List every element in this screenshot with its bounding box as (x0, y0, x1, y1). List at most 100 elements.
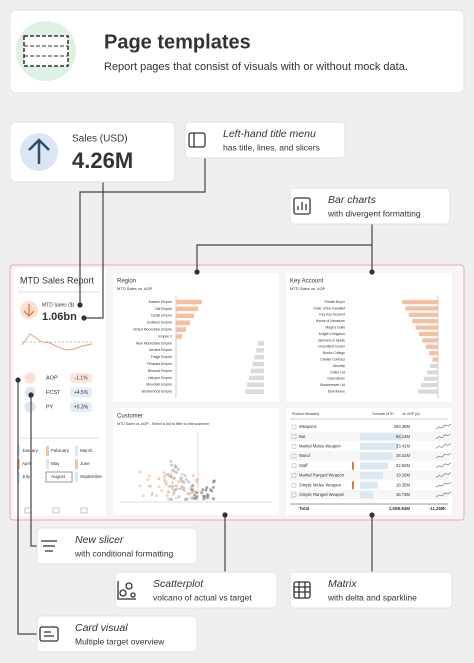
bar (405, 306, 438, 311)
callout-icon (188, 132, 206, 148)
callout-title: New slicer (75, 534, 124, 546)
bar (258, 341, 264, 346)
value-bar (360, 481, 378, 489)
bar-label: Brotherhood Empire (142, 390, 172, 394)
connector-dot (369, 269, 375, 275)
scatter-dot (141, 494, 145, 498)
scatter-dot (183, 474, 187, 477)
scatter-dot (190, 488, 194, 492)
scatter-dot (157, 477, 161, 481)
target-badge (70, 373, 92, 383)
scatter-dot (190, 496, 193, 500)
visual-title: Region (117, 279, 136, 285)
bar-label: Castle Empire (151, 314, 172, 318)
scatter-dot (147, 474, 151, 478)
callout-card (289, 187, 451, 225)
scatter-dot (162, 475, 166, 479)
scatter-dot (171, 484, 175, 488)
scatter-dot (180, 485, 184, 489)
callout-card (114, 571, 278, 609)
bar-label: Mage's Guild (325, 325, 345, 329)
nav-icon (52, 507, 60, 514)
bar-label: Bedrock Empire (148, 369, 172, 373)
callout-icon (293, 197, 311, 215)
matrix-row-value: 94.13M (396, 434, 410, 439)
bar (176, 327, 186, 332)
scatter-dot (175, 471, 178, 474)
scatter-dot (181, 487, 185, 491)
scatter-dot (193, 493, 197, 497)
bar-label: Old Empire (155, 307, 172, 311)
slicer-item (46, 459, 49, 469)
callout-card (184, 121, 346, 159)
scatter-dot (190, 490, 194, 494)
bar (419, 331, 438, 337)
slicer-item (75, 459, 78, 469)
bar (421, 383, 438, 388)
visual-panel (113, 273, 279, 402)
bar (250, 368, 264, 374)
scatter-dot (174, 496, 178, 500)
row-sparkline (435, 481, 452, 488)
slicer-month: June (80, 461, 90, 466)
sparkline (21, 333, 93, 351)
delta-flag (352, 481, 354, 490)
bar-label: Security (333, 364, 346, 368)
scatter-dot (170, 481, 174, 485)
bar-label: Civilian Contract (320, 357, 345, 361)
matrix-row-value: 28.41M (396, 453, 410, 458)
connector-dot (81, 315, 87, 321)
scatter-dot (210, 489, 214, 493)
scatter-dot (146, 478, 150, 481)
bar-label: House of Nevadore (316, 319, 345, 323)
row-sparkline (435, 443, 452, 449)
kpi-arrow (23, 304, 35, 317)
visual-panel (113, 408, 279, 515)
matrix-row-name: Martial Ranged Weapon (299, 473, 345, 478)
row-marker (291, 463, 297, 469)
callout-icon (41, 540, 57, 552)
scatter-dot (194, 497, 198, 501)
callout-card (36, 527, 198, 565)
row-sparkline (435, 452, 452, 459)
scatter-dot (211, 497, 215, 501)
kpi-label: MTD Sales ($) (42, 302, 75, 308)
bar (256, 348, 264, 353)
scatter-dot (212, 479, 216, 483)
scatter-dot (176, 467, 180, 471)
target-icon (24, 372, 36, 384)
bar-label: Order of the Gauntlet (313, 306, 345, 310)
connector (79, 158, 206, 305)
scatter-dot (160, 489, 164, 493)
bar-label: Nordic College (323, 351, 345, 355)
callout-subtitle: with conditional formatting (74, 548, 174, 558)
slicer-item (75, 472, 78, 482)
callout-icon (117, 581, 136, 600)
slicer-month: August (51, 474, 66, 479)
bar-label: Bladebrewer Ltd (320, 383, 345, 387)
value-bar (360, 423, 408, 431)
scatter-dot (205, 486, 209, 489)
callout-icon (130, 592, 136, 598)
connector (196, 224, 373, 272)
bar-label: Halcyon Empire (148, 376, 172, 380)
callout-icon (39, 626, 59, 642)
bar (245, 389, 264, 394)
row-sparkline (435, 433, 452, 439)
bar-label: Fridge Empire (151, 355, 172, 359)
scatter-dot (138, 470, 142, 474)
value-bar (360, 462, 388, 470)
scatter-dot (172, 469, 176, 473)
kpi-card (9, 121, 176, 183)
scatter-dot (157, 485, 161, 489)
target-name: PY (46, 404, 54, 410)
target-delta: +0.3% (74, 404, 89, 410)
callout-subtitle: with divergent formatting (327, 208, 421, 218)
bar (176, 334, 182, 339)
slicer-month: January (22, 448, 39, 453)
row-marker (291, 453, 297, 459)
matrix-total: 1,058.84M (389, 506, 411, 511)
scatter-dot (191, 474, 195, 478)
matrix-header: Turnover MTD (372, 412, 394, 416)
header-title: Page templates (104, 31, 251, 53)
